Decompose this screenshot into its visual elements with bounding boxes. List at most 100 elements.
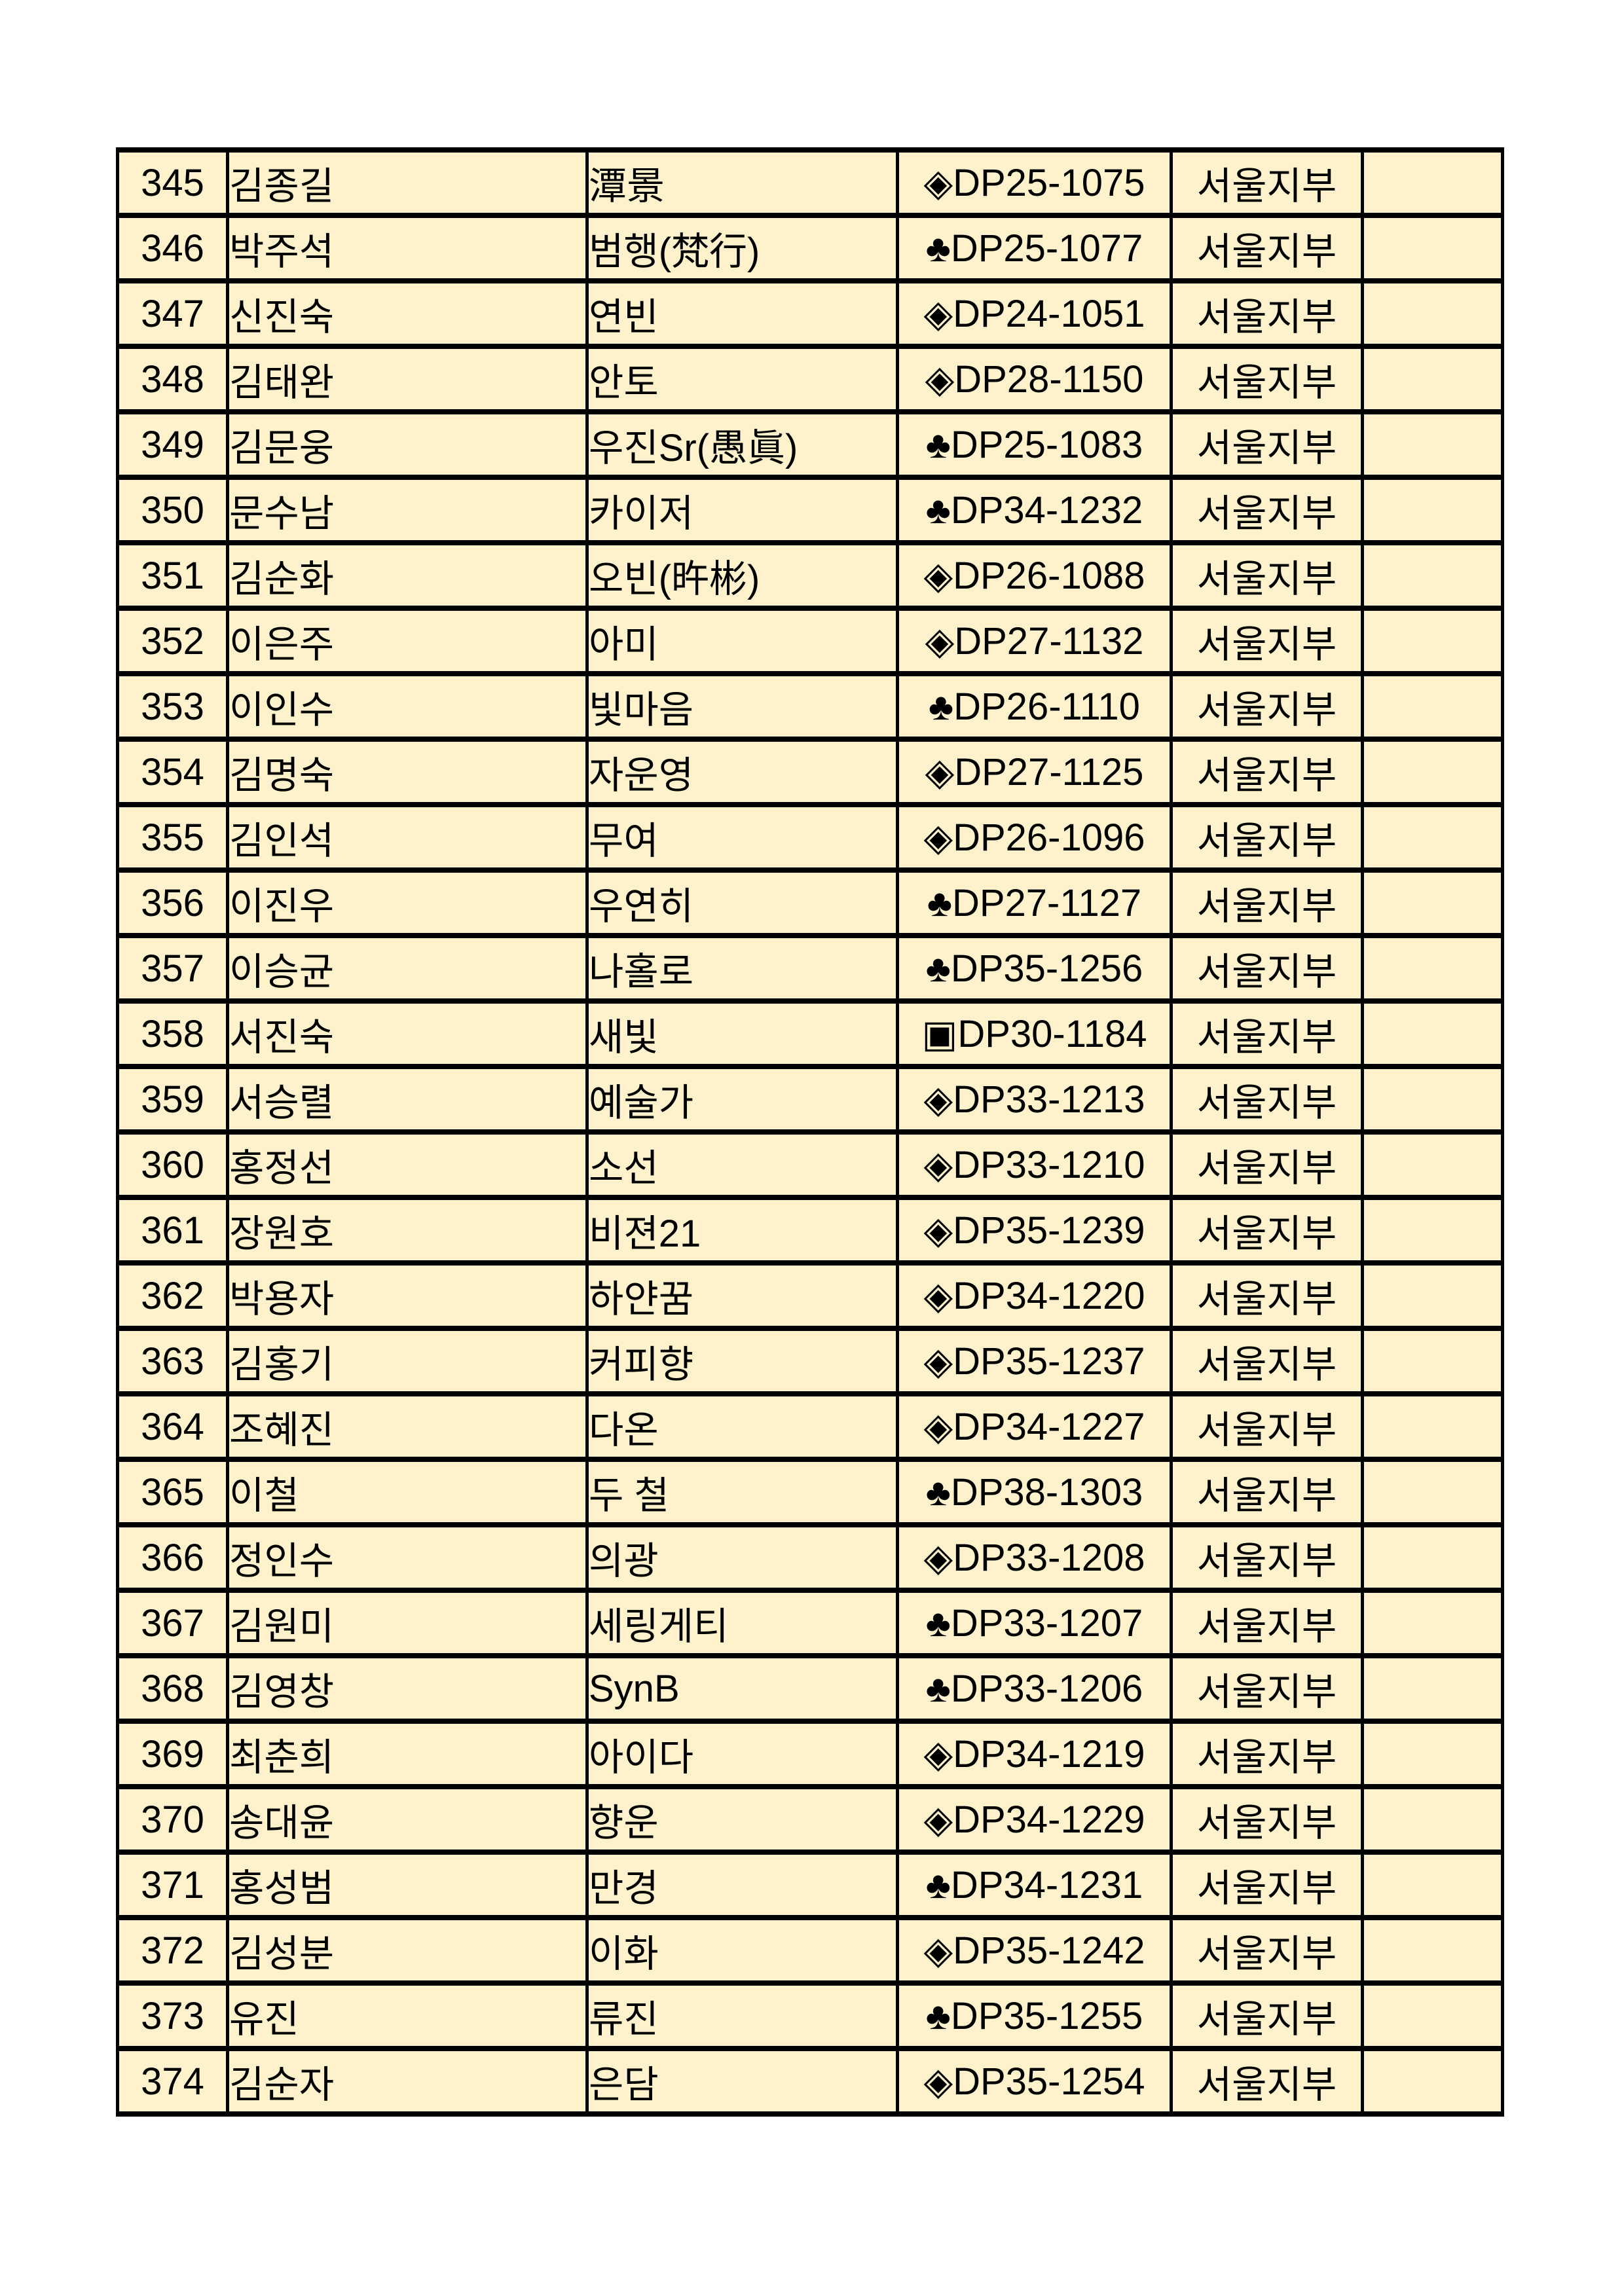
note-cell-empty: [1361, 278, 1504, 349]
note-cell-empty: [1361, 867, 1504, 938]
member-grade-icon: ◈: [923, 1733, 953, 1776]
member-number: 352: [116, 606, 229, 676]
member-code: DP34-1231: [950, 1863, 1143, 1906]
member-code: DP27-1132: [954, 620, 1144, 663]
member-code: DP35-1237: [953, 1340, 1145, 1383]
member-name: 김태완: [226, 344, 589, 414]
note-cell-empty: [1361, 1064, 1504, 1135]
table-row: 357 이승균 나홀로 ♣DP35-1256 서울지부: [116, 933, 1504, 1004]
note-cell-empty: [1361, 1457, 1504, 1527]
note-cell-empty: [1361, 409, 1504, 480]
member-grade-icon: ◈: [923, 1275, 953, 1317]
note-cell-empty: [1361, 344, 1504, 414]
member-number: 367: [116, 1588, 229, 1658]
member-code: DP26-1110: [953, 685, 1140, 728]
member-nickname: 潭景: [585, 147, 899, 218]
table-row: 354 김명숙 자운영 ◈DP27-1125 서울지부: [116, 737, 1504, 807]
member-grade-icon: ◈: [925, 358, 955, 401]
member-grade-icon: ♣: [925, 1601, 951, 1645]
member-number: 360: [116, 1129, 229, 1200]
member-number: 370: [116, 1784, 229, 1855]
note-cell-empty: [1361, 1719, 1504, 1789]
member-nickname: 연빈: [585, 278, 899, 349]
table-row: 366 정인수 의광 ◈DP33-1208 서울지부: [116, 1522, 1504, 1593]
member-code: DP26-1096: [953, 816, 1145, 859]
member-name: 이은주: [226, 606, 589, 676]
member-code-cell: ♣DP38-1303: [896, 1457, 1173, 1527]
member-code-cell: ◈DP35-1237: [896, 1326, 1173, 1396]
member-code-cell: ◈DP35-1239: [896, 1195, 1173, 1266]
note-cell-empty: [1361, 147, 1504, 218]
member-name: 홍정선: [226, 1129, 589, 1200]
note-cell-empty: [1361, 540, 1504, 611]
member-number: 361: [116, 1195, 229, 1266]
member-nickname: 류진: [585, 1980, 899, 2051]
member-nickname: 비젼21: [585, 1195, 899, 1266]
member-branch: 서울지부: [1170, 933, 1364, 1004]
member-name: 김종길: [226, 147, 589, 218]
table-row: 369 최춘희 아이다 ◈DP34-1219 서울지부: [116, 1719, 1504, 1789]
note-cell-empty: [1361, 1195, 1504, 1266]
member-name: 이승균: [226, 933, 589, 1004]
note-cell-empty: [1361, 1653, 1504, 1724]
member-grade-icon: ◈: [923, 1929, 953, 1972]
note-cell-empty: [1361, 1915, 1504, 1986]
member-code: DP34-1229: [953, 1798, 1145, 1841]
member-nickname: 예술가: [585, 1064, 899, 1135]
member-code: DP35-1255: [950, 1994, 1143, 2037]
table-row: 358 서진숙 새빛 ▣DP30-1184 서울지부: [116, 998, 1504, 1069]
member-grade-icon: ◈: [923, 1340, 953, 1383]
table-row: 355 김인석 무여 ◈DP26-1096 서울지부: [116, 802, 1504, 873]
note-cell-empty: [1361, 737, 1504, 807]
member-nickname: 하얀꿈: [585, 1260, 899, 1331]
member-name: 서진숙: [226, 998, 589, 1069]
member-nickname: 오빈(旿彬): [585, 540, 899, 611]
member-code-cell: ◈DP33-1210: [896, 1129, 1173, 1200]
table-row: 363 김홍기 커피향 ◈DP35-1237 서울지부: [116, 1326, 1504, 1396]
member-code-cell: ♣DP25-1077: [896, 213, 1173, 283]
note-cell-empty: [1361, 671, 1504, 742]
note-cell-empty: [1361, 1784, 1504, 1855]
member-nickname: 만경: [585, 1850, 899, 1920]
table-row: 362 박용자 하얀꿈 ◈DP34-1220 서울지부: [116, 1260, 1504, 1331]
table-row: 364 조혜진 다온 ◈DP34-1227 서울지부: [116, 1391, 1504, 1462]
member-branch: 서울지부: [1170, 1260, 1364, 1331]
member-number: 365: [116, 1457, 229, 1527]
member-name: 김순자: [226, 2046, 589, 2117]
member-name: 김인석: [226, 802, 589, 873]
member-branch: 서울지부: [1170, 1326, 1364, 1396]
member-code: DP33-1210: [953, 1144, 1145, 1186]
member-code-cell: ◈DP33-1213: [896, 1064, 1173, 1135]
member-branch: 서울지부: [1170, 671, 1364, 742]
member-grade-icon: ♣: [929, 685, 954, 728]
member-branch: 서울지부: [1170, 606, 1364, 676]
member-grade-icon: ◈: [923, 1144, 953, 1186]
member-number: 363: [116, 1326, 229, 1396]
member-branch: 서울지부: [1170, 1195, 1364, 1266]
member-code: DP34-1219: [953, 1733, 1145, 1776]
table-row: 347 신진숙 연빈 ◈DP24-1051 서울지부: [116, 278, 1504, 349]
table-row: 368 김영창 SynB ♣DP33-1206 서울지부: [116, 1653, 1504, 1724]
member-grade-icon: ◈: [923, 1798, 953, 1841]
member-number: 356: [116, 867, 229, 938]
member-nickname: 세링게티: [585, 1588, 899, 1658]
note-cell-empty: [1361, 1588, 1504, 1658]
member-branch: 서울지부: [1170, 1588, 1364, 1658]
member-name: 김성분: [226, 1915, 589, 1986]
note-cell-empty: [1361, 2046, 1504, 2117]
member-name: 김명숙: [226, 737, 589, 807]
member-code: DP33-1213: [953, 1078, 1145, 1121]
member-code-cell: ◈DP34-1229: [896, 1784, 1173, 1855]
member-code-cell: ♣DP33-1206: [896, 1653, 1173, 1724]
member-name: 정인수: [226, 1522, 589, 1593]
member-number: 364: [116, 1391, 229, 1462]
member-code: DP26-1088: [953, 555, 1145, 597]
member-code-cell: ♣DP35-1255: [896, 1980, 1173, 2051]
note-cell-empty: [1361, 1326, 1504, 1396]
member-nickname: 소선: [585, 1129, 899, 1200]
member-grade-icon: ♣: [925, 947, 951, 990]
member-nickname: 아이다: [585, 1719, 899, 1789]
member-name: 김문웅: [226, 409, 589, 480]
member-nickname: 이화: [585, 1915, 899, 1986]
